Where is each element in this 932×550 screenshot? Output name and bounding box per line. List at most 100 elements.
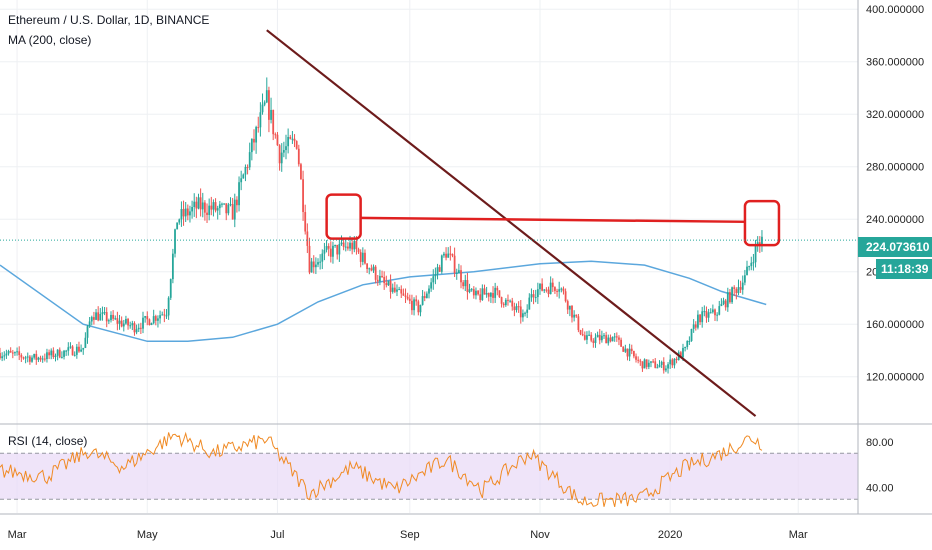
candle-body xyxy=(161,314,164,316)
candle-body xyxy=(453,255,456,274)
countdown-text: 11:18:39 xyxy=(881,262,929,276)
candle-body xyxy=(411,300,413,311)
candle-body xyxy=(223,203,226,205)
candle-body xyxy=(236,199,238,206)
candle-body xyxy=(530,294,533,298)
candle-body xyxy=(90,317,93,322)
candle-body xyxy=(543,289,546,291)
y-tick-label: 120.000000 xyxy=(866,372,924,384)
candle-body xyxy=(724,300,727,308)
candle-body xyxy=(253,138,255,143)
candle-body xyxy=(63,350,65,357)
candle-body xyxy=(481,288,484,300)
candle-body xyxy=(150,323,153,326)
candle-body xyxy=(568,305,571,310)
candle-body xyxy=(413,299,415,311)
candle-body xyxy=(667,364,669,369)
candle-body xyxy=(248,152,251,168)
candle-body xyxy=(240,178,243,183)
candle-body xyxy=(647,362,650,367)
candle-body xyxy=(189,211,191,216)
candle-body xyxy=(758,242,761,245)
annotations-layer[interactable] xyxy=(266,29,781,417)
candle-body xyxy=(176,222,179,230)
candle-body xyxy=(665,368,667,371)
y-tick-label: 360.000000 xyxy=(866,57,924,69)
candle-body xyxy=(84,337,87,348)
candle-body xyxy=(107,320,110,322)
candle-body xyxy=(682,347,684,358)
candle-body xyxy=(536,289,539,298)
candle-body xyxy=(609,337,612,342)
candle-body xyxy=(246,166,249,168)
candle-body xyxy=(332,245,334,257)
candle-body xyxy=(359,252,362,262)
candle-body xyxy=(289,136,292,139)
candle-body xyxy=(641,361,644,369)
x-tick-label: May xyxy=(137,529,158,541)
candle-body xyxy=(417,301,420,313)
candle-body xyxy=(65,350,68,352)
candle-body xyxy=(312,261,315,268)
candle-body xyxy=(1,356,4,359)
candle-body xyxy=(733,287,736,289)
candle-body xyxy=(729,292,731,303)
candle-body xyxy=(257,127,260,129)
candle-body xyxy=(133,323,136,333)
candle-body xyxy=(716,314,719,316)
countdown-tag: 11:18:39 xyxy=(876,259,932,279)
candle-body xyxy=(396,289,398,292)
chart-title: Ethereum / U.S. Dollar, 1D, BINANCE xyxy=(8,13,209,27)
candle-body xyxy=(60,356,63,358)
candle-body xyxy=(314,264,317,268)
candle-body xyxy=(539,283,541,290)
candle-body xyxy=(129,325,132,327)
candle-body xyxy=(432,276,435,283)
candle-body xyxy=(216,208,219,211)
candle-body xyxy=(18,351,21,356)
candle-body xyxy=(39,357,42,360)
candle-body xyxy=(244,166,247,175)
candle-body xyxy=(280,152,283,164)
last-price-text: 224.073610 xyxy=(866,240,930,254)
candle-body xyxy=(428,288,430,294)
candle-body xyxy=(139,327,142,329)
candle-body xyxy=(135,329,138,333)
candle-body xyxy=(193,201,196,208)
candle-body xyxy=(470,289,473,291)
candle-body xyxy=(464,280,467,287)
candle-body xyxy=(282,150,285,153)
candle-body xyxy=(46,352,48,360)
candle-body xyxy=(654,361,657,368)
ma-200-layer xyxy=(0,260,767,343)
candle-body xyxy=(703,311,706,313)
candle-body xyxy=(607,337,610,344)
candle-body xyxy=(690,328,693,341)
candle-body xyxy=(184,208,187,217)
candle-body xyxy=(197,197,200,209)
x-tick-label: Jul xyxy=(270,529,284,541)
candle-body xyxy=(31,357,33,362)
candle-body xyxy=(560,288,563,290)
rsi-layer xyxy=(0,431,858,508)
candle-body xyxy=(443,253,445,256)
candle-body xyxy=(5,353,8,356)
candle-body xyxy=(357,249,360,253)
candle-body xyxy=(656,367,659,369)
candle-body xyxy=(573,314,576,318)
candle-body xyxy=(329,248,332,257)
candle-body xyxy=(515,306,518,311)
candle-body xyxy=(78,346,80,352)
candle-body xyxy=(675,358,678,360)
candle-body xyxy=(750,262,753,267)
candle-body xyxy=(231,204,234,220)
candle-body xyxy=(547,289,550,295)
candle-body xyxy=(263,102,266,105)
candle-body xyxy=(457,270,460,273)
candle-body xyxy=(748,266,751,268)
candle-body xyxy=(24,357,27,359)
candle-body xyxy=(116,318,119,324)
last-price-tag-bg xyxy=(858,237,932,257)
